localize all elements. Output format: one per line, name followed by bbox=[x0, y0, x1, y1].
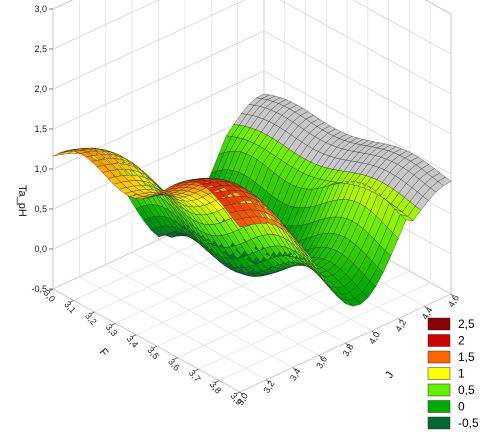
z-tick-label: 1,0 bbox=[34, 164, 47, 174]
legend-label: 1,5 bbox=[458, 350, 475, 364]
x-tick bbox=[48, 288, 54, 292]
x-tick bbox=[235, 391, 241, 395]
gridline bbox=[158, 0, 346, 344]
y-tick bbox=[266, 379, 270, 384]
x-axis: 3,03,13,23,33,43,53,63,73,83,9 bbox=[41, 288, 244, 407]
z-tick-label: 3,0 bbox=[34, 4, 47, 14]
y-tick bbox=[292, 367, 297, 371]
legend-swatch bbox=[427, 400, 451, 413]
x-tick bbox=[90, 311, 95, 315]
x-tick bbox=[131, 334, 137, 338]
legend-swatch bbox=[427, 317, 451, 331]
legend-swatch bbox=[427, 334, 451, 347]
y-tick bbox=[450, 293, 455, 298]
z-tick-label: 0,5 bbox=[34, 204, 47, 214]
x-tick bbox=[215, 380, 220, 383]
y-tick bbox=[424, 305, 428, 310]
z-tick-label: 2,5 bbox=[34, 44, 47, 54]
legend-label: -0,5 bbox=[458, 416, 479, 430]
gridline bbox=[79, 0, 267, 381]
surface-plot bbox=[52, 93, 452, 307]
y-axis-title: J bbox=[383, 370, 396, 381]
gridline bbox=[131, 0, 320, 356]
x-tick bbox=[194, 368, 199, 372]
legend-swatch bbox=[427, 383, 451, 397]
legend-swatch bbox=[427, 416, 451, 430]
y-tick bbox=[239, 391, 244, 396]
surface-cell bbox=[437, 176, 452, 186]
legend-label: 0 bbox=[458, 400, 465, 414]
x-tick bbox=[111, 322, 116, 326]
legend-label: 2,5 bbox=[458, 317, 475, 331]
z-tick-label: 1,5 bbox=[34, 124, 47, 134]
y-tick bbox=[345, 342, 349, 347]
x-tick bbox=[152, 345, 158, 349]
z-axis-title: Ta_pH bbox=[16, 185, 28, 217]
y-tick bbox=[397, 318, 402, 322]
y-tick bbox=[371, 330, 376, 335]
x-axis-title: F bbox=[97, 346, 111, 359]
x-tick bbox=[173, 357, 178, 361]
legend-swatch bbox=[427, 350, 451, 364]
gridline bbox=[105, 0, 293, 368]
z-tick-label: 2,0 bbox=[34, 84, 47, 94]
legend-label: 1 bbox=[458, 367, 465, 381]
legend-label: 0,5 bbox=[458, 383, 475, 397]
legend: 2,5 2 1,5 1 0,5 0 -0,5 bbox=[427, 317, 479, 430]
x-tick bbox=[69, 300, 74, 303]
legend-label: 2 bbox=[458, 334, 465, 348]
legend-swatch bbox=[427, 367, 451, 380]
z-axis: -0,5 0,0 0,5 1,0 1,5 2,0 2,5 3,0 bbox=[31, 4, 53, 294]
z-tick-label: 0,0 bbox=[34, 244, 47, 254]
z-tick-label: -0,5 bbox=[31, 284, 47, 294]
y-tick bbox=[318, 354, 323, 359]
